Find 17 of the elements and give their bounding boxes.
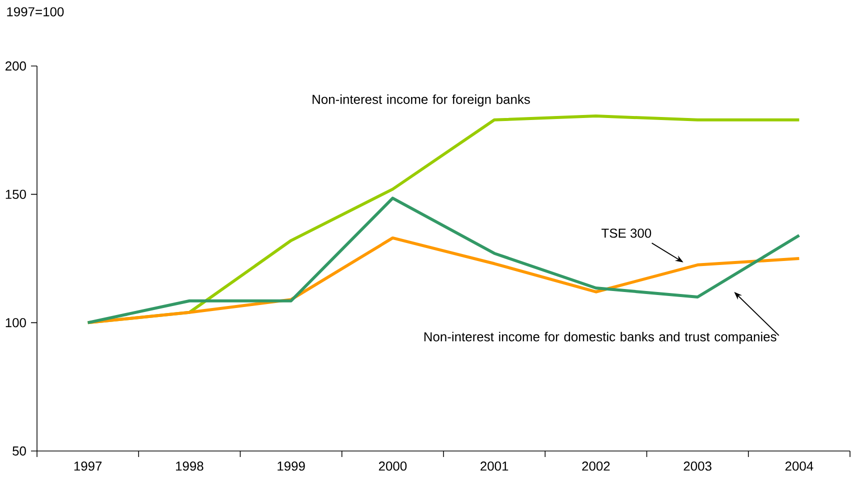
x-tick-label: 2003 [684,462,712,471]
x-tick-label: 2004 [785,462,814,471]
text: TSE 300 [602,228,652,238]
series-label: Non-interest income for foreign banks [312,94,530,106]
x-tick-label: 1999 [278,462,305,471]
x-tick-label: 1997 [74,462,102,471]
y-tick-label: 200 [6,61,26,71]
x-tick-label: 2000 [378,462,407,471]
y-tick-label: 50 [12,446,26,456]
x-tick-label: 2002 [582,462,610,471]
line-series [86,196,801,324]
y-axis-title: 1997=100 [7,7,64,16]
x-tick-label: 2001 [480,462,508,471]
x-tick-label: 1998 [176,462,204,471]
y-tick-label: 150 [6,190,26,199]
text: Non-interest income for domestic banks and trust companies [424,332,776,344]
y-tick-label: 100 [6,318,26,328]
